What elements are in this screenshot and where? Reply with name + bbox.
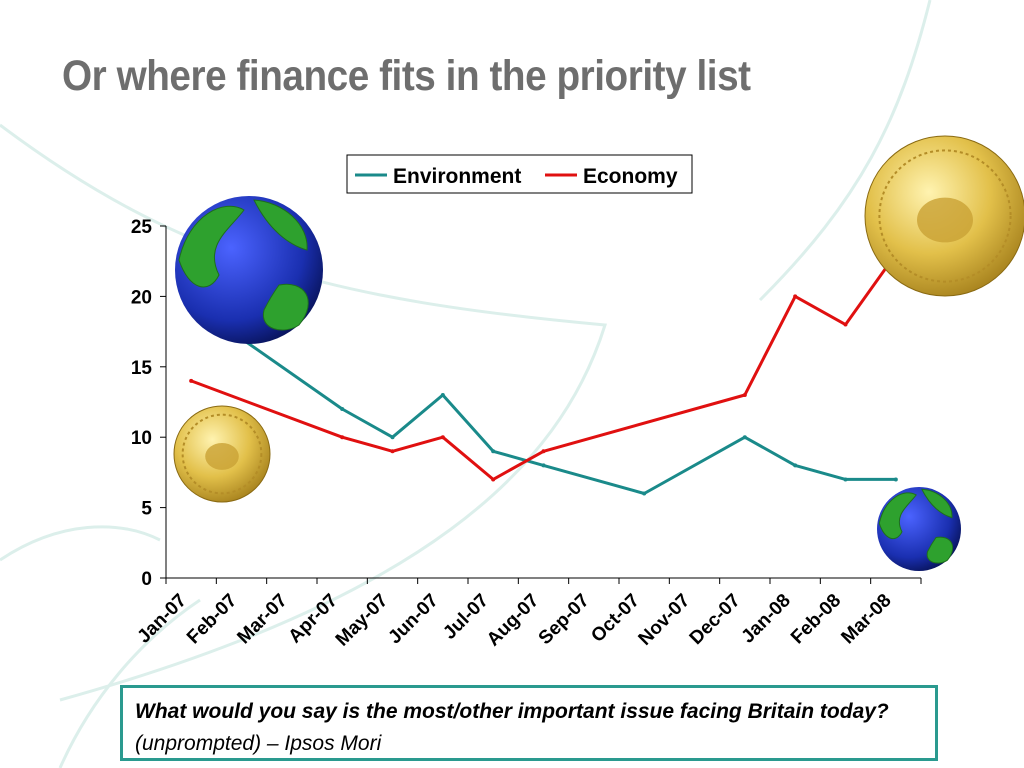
- economy-point: [742, 392, 747, 397]
- environment-point: [642, 491, 647, 496]
- globe-landmass: [926, 536, 954, 564]
- globe-landmass: [878, 492, 917, 540]
- legend-label-environment: Environment: [393, 165, 521, 188]
- globe-landmass: [178, 205, 245, 288]
- caption-source: (unprompted) – Ipsos Mori: [135, 732, 382, 755]
- y-tick-label: 5: [141, 499, 152, 520]
- globe-landmass: [253, 199, 308, 251]
- environment-point: [742, 435, 747, 440]
- environment-point: [793, 463, 798, 468]
- x-tick-label: Feb-08: [787, 590, 845, 648]
- environment-point: [491, 449, 496, 454]
- caption-question: What would you say is the most/other imp…: [135, 700, 889, 723]
- x-tick-label: Jan-07: [134, 590, 191, 647]
- y-tick-label: 20: [131, 287, 152, 308]
- globe-landmass: [920, 488, 953, 519]
- globe-icon: [175, 196, 323, 344]
- x-tick-label: Jan-08: [738, 590, 795, 647]
- x-tick-label: Sep-07: [535, 590, 594, 649]
- legend: Environment Economy: [346, 154, 693, 194]
- y-tick-label: 0: [141, 569, 152, 590]
- y-tick-label: 15: [131, 358, 153, 379]
- x-tick-label: Nov-07: [635, 590, 695, 650]
- x-tick-label: Mar-08: [837, 590, 895, 648]
- economy-point: [189, 378, 194, 383]
- environment-point: [541, 463, 546, 468]
- gold-coin-icon: [864, 135, 1024, 297]
- coin-rim: [878, 149, 1012, 283]
- globe-icon: [877, 487, 961, 571]
- economy-point: [390, 449, 395, 454]
- legend-box: [346, 154, 693, 194]
- economy-point: [491, 477, 496, 482]
- x-tick-label: Feb-07: [183, 590, 241, 648]
- x-tick-label: May-07: [332, 590, 392, 650]
- x-tick-label: Aug-07: [483, 590, 543, 650]
- coin-emblem: [205, 442, 239, 470]
- environment-point: [843, 477, 848, 482]
- coin-rim: [181, 413, 263, 495]
- economy-point: [541, 449, 546, 454]
- x-tick-label: Dec-07: [686, 590, 745, 649]
- economy-point: [440, 435, 445, 440]
- coin-emblem: [917, 197, 973, 243]
- economy-point: [340, 435, 345, 440]
- economy-line: [190, 253, 898, 481]
- economy-point: [843, 322, 848, 327]
- y-tick-label: 25: [131, 217, 153, 238]
- x-tick-label: Jun-07: [384, 590, 442, 648]
- globe-landmass: [262, 283, 309, 331]
- legend-label-economy: Economy: [583, 165, 678, 188]
- environment-point: [893, 477, 898, 482]
- caption-box: What would you say is the most/other imp…: [120, 685, 938, 761]
- environment-line: [189, 267, 896, 495]
- economy-point: [793, 294, 798, 299]
- environment-point: [390, 435, 395, 440]
- x-tick-label: Mar-07: [233, 590, 291, 648]
- environment-point: [340, 407, 345, 412]
- x-tick-label: Apr-07: [285, 590, 342, 647]
- environment-point: [440, 392, 445, 397]
- y-tick-label: 10: [131, 428, 152, 449]
- gold-coin-icon: [173, 405, 271, 503]
- slide-title: Or where finance fits in the priority li…: [62, 52, 751, 100]
- x-tick-label: Oct-07: [587, 590, 644, 647]
